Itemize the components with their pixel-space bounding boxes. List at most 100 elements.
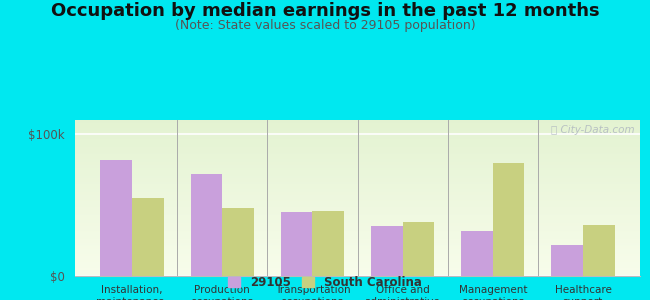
Bar [75, 203, 640, 204]
Bar [75, 232, 640, 234]
Bar [75, 204, 640, 206]
Bar [402, 222, 434, 276]
Bar [75, 267, 640, 268]
Bar [101, 160, 132, 276]
Bar [75, 214, 640, 215]
Bar [75, 207, 640, 209]
Bar [75, 146, 640, 148]
Bar [75, 158, 640, 159]
Bar [75, 131, 640, 133]
Bar [75, 120, 640, 122]
Bar [75, 259, 640, 260]
Bar [75, 224, 640, 226]
Bar [281, 212, 313, 276]
Bar [75, 154, 640, 156]
Bar [75, 270, 640, 271]
Bar [75, 242, 640, 243]
Bar [75, 165, 640, 167]
Bar [75, 251, 640, 253]
Bar [313, 211, 344, 276]
Bar [75, 128, 640, 129]
Bar [75, 134, 640, 136]
Bar [75, 179, 640, 181]
Bar [75, 206, 640, 207]
Bar [75, 245, 640, 246]
Bar [75, 193, 640, 195]
Bar [75, 250, 640, 251]
Bar [75, 150, 640, 151]
Bar [551, 245, 583, 276]
Bar [75, 156, 640, 158]
Bar [75, 209, 640, 211]
Bar [75, 200, 640, 201]
Bar [583, 225, 614, 276]
Bar [75, 175, 640, 176]
Bar [75, 148, 640, 150]
Bar [75, 243, 640, 245]
Bar [75, 187, 640, 189]
Bar [75, 159, 640, 160]
Bar [75, 122, 640, 123]
Legend: 29105, South Carolina: 29105, South Carolina [224, 272, 426, 294]
Bar [75, 273, 640, 274]
Bar [75, 240, 640, 242]
Bar [75, 184, 640, 185]
Bar [75, 189, 640, 190]
Bar [75, 190, 640, 192]
Bar [75, 153, 640, 154]
Text: Occupation by median earnings in the past 12 months: Occupation by median earnings in the pas… [51, 2, 599, 20]
Bar [75, 268, 640, 270]
Bar [493, 163, 525, 276]
Bar [75, 257, 640, 259]
Bar [75, 195, 640, 196]
Bar [75, 185, 640, 187]
Bar [75, 145, 640, 146]
Bar [75, 136, 640, 137]
Bar [75, 220, 640, 221]
Bar [75, 196, 640, 198]
Bar [75, 238, 640, 240]
Bar [75, 142, 640, 143]
Bar [75, 201, 640, 203]
Bar [75, 125, 640, 126]
Bar [75, 215, 640, 217]
Bar [75, 234, 640, 236]
Bar [75, 212, 640, 214]
Bar [75, 143, 640, 145]
Bar [75, 140, 640, 142]
Bar [75, 167, 640, 168]
Text: Ⓢ City-Data.com: Ⓢ City-Data.com [551, 125, 634, 135]
Bar [75, 262, 640, 263]
Bar [75, 164, 640, 165]
Bar [75, 129, 640, 131]
Bar [132, 198, 164, 276]
Bar [75, 137, 640, 139]
Bar [75, 162, 640, 164]
Bar [75, 274, 640, 276]
Text: (Note: State values scaled to 29105 population): (Note: State values scaled to 29105 popu… [175, 20, 475, 32]
Bar [75, 248, 640, 250]
Bar [75, 221, 640, 223]
Bar [75, 151, 640, 153]
Bar [75, 236, 640, 237]
Bar [75, 178, 640, 179]
Bar [75, 229, 640, 231]
Bar [222, 208, 254, 276]
Bar [75, 211, 640, 212]
Bar [75, 217, 640, 218]
Bar [75, 160, 640, 162]
Bar [75, 133, 640, 134]
Bar [75, 198, 640, 200]
Bar [75, 253, 640, 254]
Bar [75, 123, 640, 125]
Bar [75, 246, 640, 248]
Bar [75, 181, 640, 182]
Bar [75, 173, 640, 175]
Bar [75, 237, 640, 238]
Bar [75, 226, 640, 228]
Bar [75, 231, 640, 232]
Bar [75, 126, 640, 128]
Bar [75, 192, 640, 193]
Bar [75, 172, 640, 173]
Bar [75, 182, 640, 184]
